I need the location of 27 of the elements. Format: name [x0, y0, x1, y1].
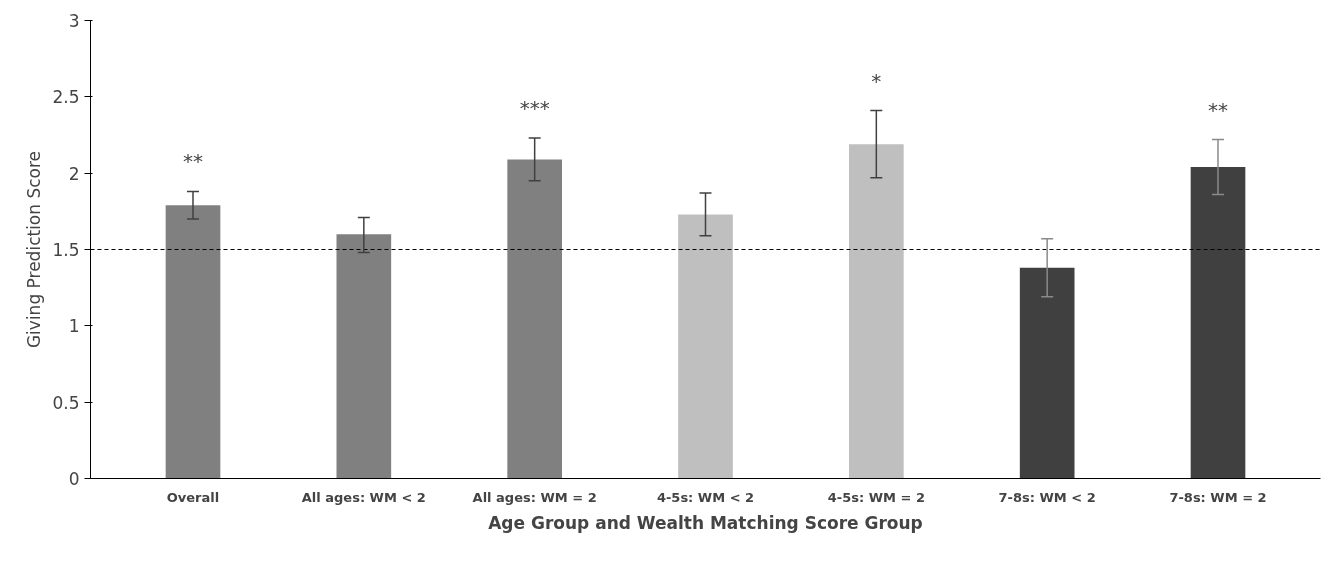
- bar: [1190, 167, 1246, 479]
- x-tick-label: All ages: WM < 2: [301, 489, 426, 505]
- x-tick-label: 4-5s: WM < 2: [656, 489, 755, 505]
- y-tick-label: 0.5: [52, 392, 80, 413]
- x-tick-label: 7-8s: WM = 2: [1169, 489, 1267, 505]
- x-tick-label: Overall: [166, 489, 220, 505]
- y-tick-label: 0: [68, 469, 80, 489]
- data-label: ***: [519, 96, 550, 121]
- y-tick-label: 2: [68, 163, 80, 184]
- bar: [1019, 267, 1075, 479]
- bar: [678, 214, 733, 479]
- y-tick-label: 2.5: [52, 87, 80, 108]
- bar: [849, 144, 904, 479]
- data-label: *: [871, 68, 882, 93]
- x-tick-label: 4-5s: WM = 2: [827, 489, 925, 505]
- y-axis-title: Giving Prediction Score: [24, 150, 45, 349]
- data-label: **: [1208, 97, 1228, 122]
- y-tick-label: 3: [68, 11, 80, 31]
- bar: [165, 205, 221, 479]
- x-tick-label: 7-8s: WM < 2: [998, 489, 1096, 505]
- bar: [336, 234, 392, 479]
- bar: [507, 159, 562, 479]
- y-tick-label: 1: [68, 316, 80, 337]
- x-tick-label: All ages: WM = 2: [472, 489, 597, 505]
- y-tick-label: 1.5: [52, 240, 80, 260]
- data-label: **: [183, 149, 203, 174]
- x-axis-title: Age Group and Wealth Matching Score Group: [488, 512, 923, 533]
